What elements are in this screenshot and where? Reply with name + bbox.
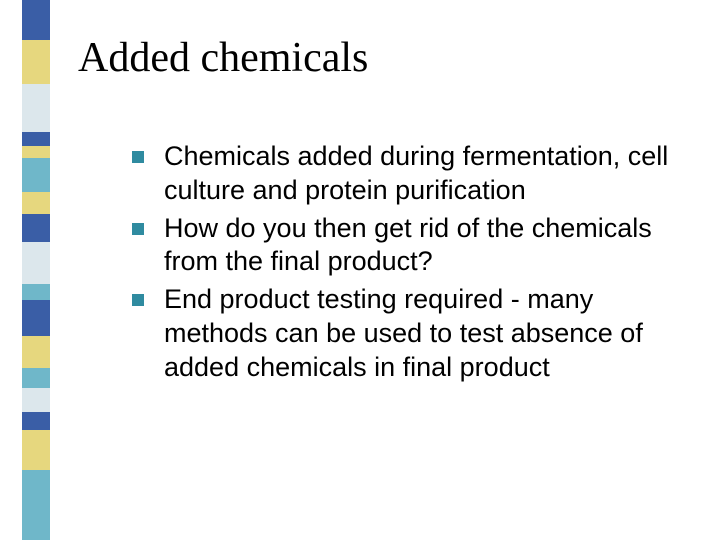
sidebar-block: [22, 132, 50, 146]
bullet-text: Chemicals added during fermentation, cel…: [164, 140, 690, 208]
list-item: Chemicals added during fermentation, cel…: [132, 140, 690, 208]
slide-content: Added chemicals Chemicals added during f…: [78, 34, 690, 388]
sidebar-block: [22, 388, 50, 412]
decorative-sidebar: [22, 0, 50, 540]
sidebar-block: [22, 284, 50, 300]
sidebar-block: [22, 412, 50, 430]
sidebar-block: [22, 368, 50, 388]
bullet-text: How do you then get rid of the chemicals…: [164, 212, 690, 280]
sidebar-block: [22, 84, 50, 132]
list-item: How do you then get rid of the chemicals…: [132, 212, 690, 280]
list-item: End product testing required - many meth…: [132, 283, 690, 384]
sidebar-block: [22, 470, 50, 540]
slide-title: Added chemicals: [78, 34, 690, 82]
sidebar-block: [22, 430, 50, 470]
bullet-list: Chemicals added during fermentation, cel…: [78, 140, 690, 384]
bullet-square-icon: [132, 223, 144, 235]
sidebar-block: [22, 214, 50, 242]
sidebar-block: [22, 158, 50, 192]
bullet-text: End product testing required - many meth…: [164, 283, 690, 384]
bullet-square-icon: [132, 294, 144, 306]
sidebar-block: [22, 40, 50, 84]
sidebar-block: [22, 300, 50, 336]
sidebar-block: [22, 336, 50, 368]
sidebar-block: [22, 0, 50, 40]
sidebar-block: [22, 192, 50, 214]
bullet-square-icon: [132, 151, 144, 163]
sidebar-block: [22, 242, 50, 284]
sidebar-block: [22, 146, 50, 158]
